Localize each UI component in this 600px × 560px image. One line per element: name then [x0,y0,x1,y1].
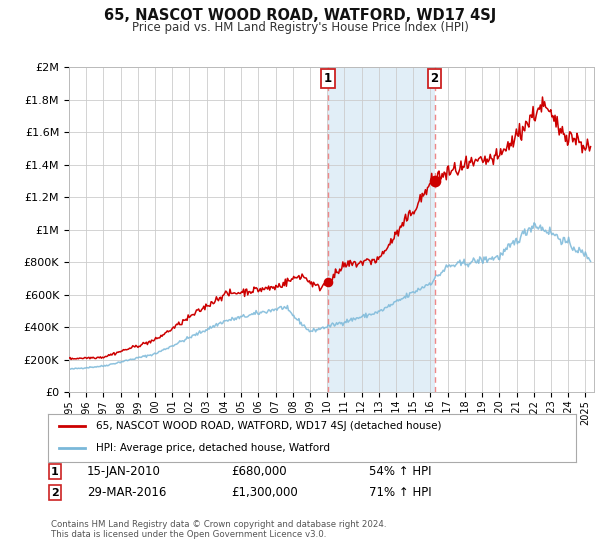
Point [323,277,332,286]
Text: £1,300,000: £1,300,000 [231,486,298,500]
Text: Contains HM Land Registry data © Crown copyright and database right 2024.
This d: Contains HM Land Registry data © Crown c… [51,520,386,539]
Text: £680,000: £680,000 [231,465,287,478]
Text: HPI: Average price, detached house, Watford: HPI: Average price, detached house, Watf… [95,443,329,452]
Text: 2: 2 [431,72,439,85]
Text: 15-JAN-2010: 15-JAN-2010 [87,465,161,478]
Text: 65, NASCOT WOOD ROAD, WATFORD, WD17 4SJ (detached house): 65, NASCOT WOOD ROAD, WATFORD, WD17 4SJ … [95,421,441,431]
Text: 2: 2 [51,488,59,498]
Text: 54% ↑ HPI: 54% ↑ HPI [369,465,431,478]
Text: Price paid vs. HM Land Registry's House Price Index (HPI): Price paid vs. HM Land Registry's House … [131,21,469,34]
Text: 65, NASCOT WOOD ROAD, WATFORD, WD17 4SJ: 65, NASCOT WOOD ROAD, WATFORD, WD17 4SJ [104,8,496,24]
Bar [328,67,434,392]
Text: 1: 1 [324,72,332,85]
Text: 1: 1 [51,466,59,477]
Point [430,176,439,185]
Text: 29-MAR-2016: 29-MAR-2016 [87,486,166,500]
Text: 71% ↑ HPI: 71% ↑ HPI [369,486,431,500]
